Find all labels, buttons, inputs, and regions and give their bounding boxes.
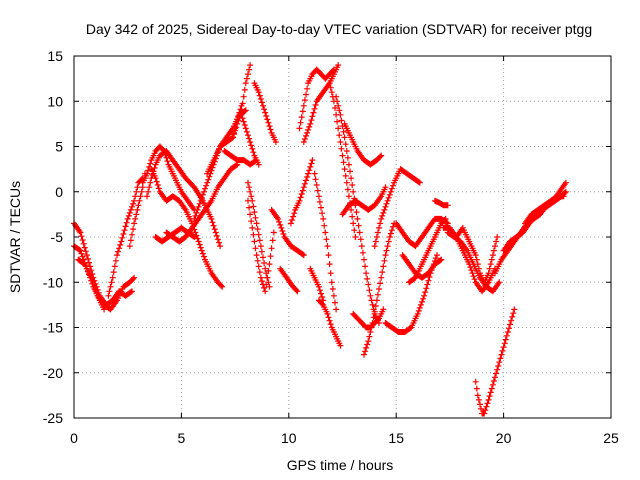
series-arc45 <box>522 193 567 227</box>
series-arc26 <box>307 265 327 304</box>
data-point-markers <box>277 265 301 295</box>
y-tick-labels: -25 -20 -15 -10 -5 0 5 10 15 <box>43 48 63 426</box>
data-points <box>71 62 569 417</box>
data-point-markers <box>339 184 389 218</box>
series-arc25 <box>315 297 344 349</box>
data-point-markers <box>472 306 518 417</box>
data-point-markers <box>522 193 567 227</box>
series-arc32 <box>361 220 398 358</box>
series-arc15 <box>245 197 277 295</box>
y-tick-label: 5 <box>55 139 63 155</box>
series-arc24 <box>311 170 340 313</box>
series-arc14 <box>221 148 260 168</box>
x-tick-labels: 0 5 10 15 20 25 <box>70 430 619 446</box>
series-arc18 <box>238 111 262 168</box>
series-arc19 <box>268 206 307 259</box>
data-point-markers <box>444 229 503 295</box>
data-point-markers <box>75 256 138 313</box>
series-arc23 <box>300 62 342 145</box>
data-point-markers <box>361 220 398 358</box>
data-point-markers <box>315 297 344 349</box>
y-tick-label: -5 <box>51 229 64 245</box>
data-point-markers <box>230 62 254 141</box>
x-tick-label: 0 <box>70 430 78 446</box>
data-point-markers <box>105 175 146 299</box>
x-tick-label: 10 <box>281 430 297 446</box>
data-point-markers <box>307 265 327 304</box>
data-point-markers <box>300 62 342 145</box>
y-tick-label: -15 <box>43 320 63 336</box>
series-arc33 <box>371 166 423 250</box>
y-tick-label: 10 <box>47 93 63 109</box>
series-arc21 <box>287 157 316 227</box>
data-point-markers <box>371 166 423 250</box>
series-arc08 <box>148 166 226 290</box>
y-tick-label: 0 <box>55 184 63 200</box>
series-arc10 <box>163 161 241 245</box>
data-point-markers <box>311 170 340 313</box>
y-tick-label: -20 <box>43 365 63 381</box>
data-point-markers <box>221 148 260 168</box>
series-arc03 <box>75 256 138 313</box>
series-arc17 <box>251 80 279 145</box>
data-point-markers <box>144 148 224 250</box>
series-arc16 <box>245 179 273 290</box>
y-tick-label: -25 <box>43 410 63 426</box>
data-point-markers <box>251 80 279 145</box>
series-arc04 <box>105 175 146 299</box>
y-axis-label: SDTVAR / TECUs <box>7 181 23 293</box>
x-tick-label: 25 <box>603 430 619 446</box>
data-point-markers <box>287 157 316 227</box>
series-arc38 <box>431 197 451 209</box>
data-point-markers <box>245 179 273 290</box>
series-arc31 <box>350 306 387 331</box>
x-tick-label: 20 <box>496 430 512 446</box>
series-arc30 <box>339 184 389 218</box>
data-point-markers <box>350 306 387 331</box>
data-point-markers <box>296 66 337 132</box>
data-point-markers <box>245 197 277 295</box>
series-arc07 <box>144 148 224 250</box>
x-tick-label: 15 <box>388 430 404 446</box>
series-arc42 <box>472 306 518 417</box>
series-arc20 <box>277 265 301 295</box>
series-arc22 <box>296 66 337 132</box>
x-tick-label: 5 <box>178 430 186 446</box>
axis-ticks <box>73 55 612 419</box>
data-point-markers <box>453 224 501 286</box>
data-point-markers <box>148 166 226 290</box>
y-tick-label: -10 <box>43 274 63 290</box>
series-arc41 <box>453 224 501 286</box>
grid <box>74 56 611 418</box>
x-axis-label: GPS time / hours <box>287 457 394 473</box>
data-point-markers <box>268 206 307 259</box>
data-point-markers <box>238 111 262 168</box>
y-tick-label: 15 <box>47 48 63 64</box>
data-point-markers <box>431 197 451 209</box>
series-arc29 <box>341 120 385 168</box>
series-arc37 <box>406 215 449 286</box>
chart-title: Day 342 of 2025, Sidereal Day-to-day VTE… <box>86 21 592 37</box>
data-point-markers <box>406 215 449 286</box>
data-point-markers <box>163 161 241 245</box>
data-point-markers <box>341 120 385 168</box>
series-arc40 <box>444 229 503 295</box>
series-arc13 <box>230 62 254 141</box>
